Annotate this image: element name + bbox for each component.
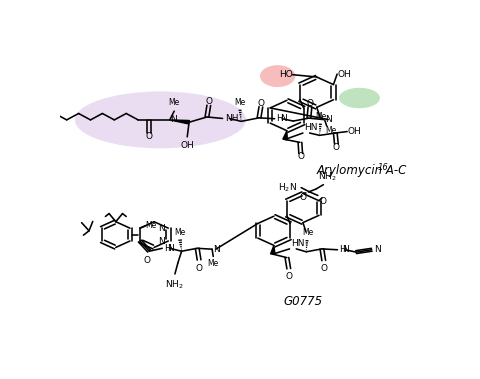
- Text: O: O: [307, 99, 313, 108]
- Text: HN: HN: [304, 123, 318, 132]
- Text: N: N: [325, 115, 332, 124]
- Text: H: H: [276, 114, 283, 123]
- Text: OH: OH: [347, 127, 361, 136]
- Text: Me: Me: [325, 126, 336, 135]
- Text: O: O: [320, 265, 327, 273]
- Text: NH$_2$: NH$_2$: [318, 171, 336, 183]
- Text: HO: HO: [279, 70, 292, 79]
- Text: OH: OH: [337, 70, 351, 78]
- Text: N: N: [170, 114, 177, 124]
- Text: O: O: [300, 193, 307, 202]
- Text: Me: Me: [302, 228, 313, 237]
- Text: N: N: [158, 224, 165, 233]
- Text: H$_2$N: H$_2$N: [278, 181, 297, 194]
- Text: N: N: [213, 245, 220, 254]
- Text: Me: Me: [145, 221, 157, 230]
- Ellipse shape: [260, 65, 295, 87]
- Text: N: N: [158, 236, 165, 246]
- Text: N: N: [342, 245, 349, 254]
- Text: G0775: G0775: [283, 295, 323, 308]
- Text: O: O: [257, 99, 264, 108]
- Polygon shape: [283, 131, 287, 140]
- Text: Me: Me: [175, 228, 186, 236]
- Text: OH: OH: [180, 141, 194, 150]
- Text: 16: 16: [378, 163, 389, 172]
- Polygon shape: [170, 120, 190, 124]
- Text: Arylomycin A-C: Arylomycin A-C: [317, 164, 407, 177]
- Text: O: O: [205, 97, 212, 106]
- Text: H: H: [164, 244, 170, 253]
- Text: O: O: [144, 255, 151, 265]
- Text: NH$_2$: NH$_2$: [165, 279, 183, 291]
- Text: O: O: [320, 197, 327, 206]
- Text: O: O: [146, 132, 153, 141]
- Polygon shape: [271, 245, 275, 254]
- Text: Me: Me: [168, 98, 180, 107]
- Ellipse shape: [75, 91, 246, 148]
- Text: H: H: [339, 245, 346, 254]
- Text: O: O: [195, 264, 203, 273]
- Ellipse shape: [339, 88, 380, 108]
- Text: N: N: [280, 114, 287, 123]
- Text: N: N: [374, 245, 381, 254]
- Text: O: O: [333, 143, 340, 152]
- Text: HN: HN: [291, 239, 304, 248]
- Text: Me: Me: [207, 259, 219, 268]
- Text: NH: NH: [225, 114, 238, 123]
- Text: O: O: [285, 272, 292, 281]
- Text: O: O: [297, 152, 304, 161]
- Text: Me: Me: [234, 98, 246, 107]
- Text: Me: Me: [315, 112, 326, 121]
- Text: N: N: [167, 244, 173, 253]
